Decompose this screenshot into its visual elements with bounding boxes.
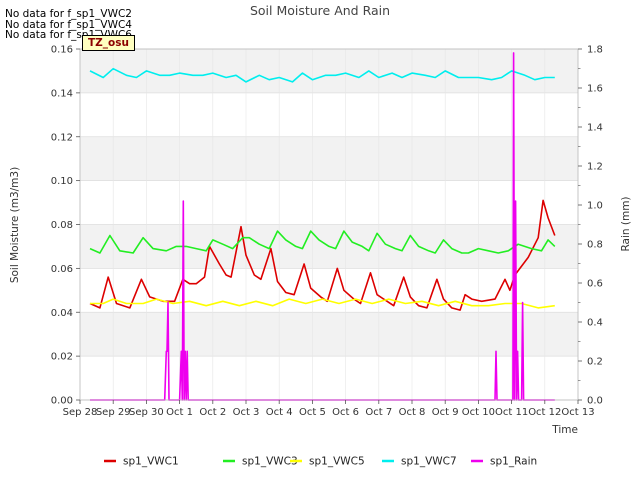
x-tick-label: Oct 6	[332, 407, 359, 418]
x-tick-label: Sep 28	[63, 407, 98, 418]
series-line-sp1_VWC1	[89, 199, 556, 311]
y-tick-label: 0.10	[51, 176, 73, 187]
y-tick-label: 0.16	[51, 45, 73, 56]
chart-title: Soil Moisture And Rain	[250, 3, 390, 18]
left-y-axis: 0.00 0.02 0.04 0.06 0.08 0.10 0.12 0.14 0.16	[51, 45, 80, 407]
y2-tick-label: 0.2	[587, 357, 603, 368]
legend-label-sp1_Rain: sp1_Rain	[490, 456, 537, 468]
x-tick-label: Oct 4	[266, 407, 293, 418]
series-line-sp1_VWC3	[89, 230, 556, 254]
x-tick-label: Sep 30	[129, 407, 164, 418]
plot-band	[80, 268, 578, 313]
y-tick-label: 0.14	[51, 88, 73, 99]
legend-label-sp1_VWC7: sp1_VWC7	[401, 456, 457, 468]
x-tick-label: Oct 2	[199, 407, 226, 418]
y-tick-label: 0.02	[51, 352, 73, 363]
y2-tick-label: 0.0	[587, 396, 603, 407]
y-tick-label: 0.00	[51, 396, 73, 407]
x-tick-label: Oct 8	[399, 407, 426, 418]
x-tick-label: Oct 7	[365, 407, 392, 418]
x-tick-label: Oct 10	[462, 407, 495, 418]
series-line-sp1_VWC5	[90, 298, 555, 309]
y2-tick-label: 1.2	[587, 162, 603, 173]
y-tick-label: 0.12	[51, 132, 73, 143]
plot-band	[80, 356, 578, 400]
plot-band	[80, 180, 578, 225]
legend: sp1_VWC1 sp1_VWC3 sp1_VWC5 sp1_VWC7 sp1_Rain	[104, 456, 537, 468]
x-tick-label: Oct 9	[432, 407, 459, 418]
x-tick-label: Oct 5	[299, 407, 326, 418]
y2-tick-label: 0.4	[587, 318, 603, 329]
x-tick-label: Oct 12	[528, 407, 561, 418]
no-data-message-vwc4: No data for f_sp1_VWC4	[5, 19, 132, 31]
series-line-sp1_VWC7	[89, 67, 555, 83]
y2-tick-label: 1.4	[587, 123, 603, 134]
y-tick-label: 0.06	[51, 264, 73, 275]
legend-label-sp1_VWC3: sp1_VWC3	[242, 456, 298, 468]
y2-tick-label: 1.6	[587, 84, 603, 95]
legend-label-sp1_VWC1: sp1_VWC1	[123, 456, 179, 468]
plot-background-bands	[80, 49, 578, 400]
no-data-message-vwc2: No data for f_sp1_VWC2	[5, 8, 132, 20]
x-tick-label: Oct 1	[166, 407, 193, 418]
plot-band	[80, 49, 578, 93]
y2-tick-label: 1.8	[587, 45, 603, 56]
y2-tick-label: 1.0	[587, 201, 603, 212]
x-tick-label: Sep 29	[96, 407, 131, 418]
legend-label-sp1_VWC5: sp1_VWC5	[309, 456, 365, 468]
plot-band	[80, 92, 578, 137]
plot-band	[80, 136, 578, 181]
timezone-badge: TZ_osu	[82, 35, 135, 51]
y2-axis-label: Rain (mm)	[620, 196, 632, 251]
y-tick-label: 0.04	[51, 308, 73, 319]
x-tick-label: Oct 13	[561, 407, 594, 418]
plot-band	[80, 312, 578, 357]
x-axis-label: Time	[551, 424, 578, 436]
x-tick-label: Oct 11	[495, 407, 528, 418]
y2-tick-label: 0.8	[587, 240, 603, 251]
y-axis-label: Soil Moisture (m3/m3)	[9, 167, 21, 283]
x-tick-label: Oct 3	[233, 407, 260, 418]
y2-tick-label: 0.6	[587, 279, 603, 290]
y-tick-label: 0.08	[51, 220, 73, 231]
right-y-axis: 0.0 0.2 0.4 0.6 0.8 1.0 1.2 1.4 1.6 1.8	[578, 45, 603, 407]
